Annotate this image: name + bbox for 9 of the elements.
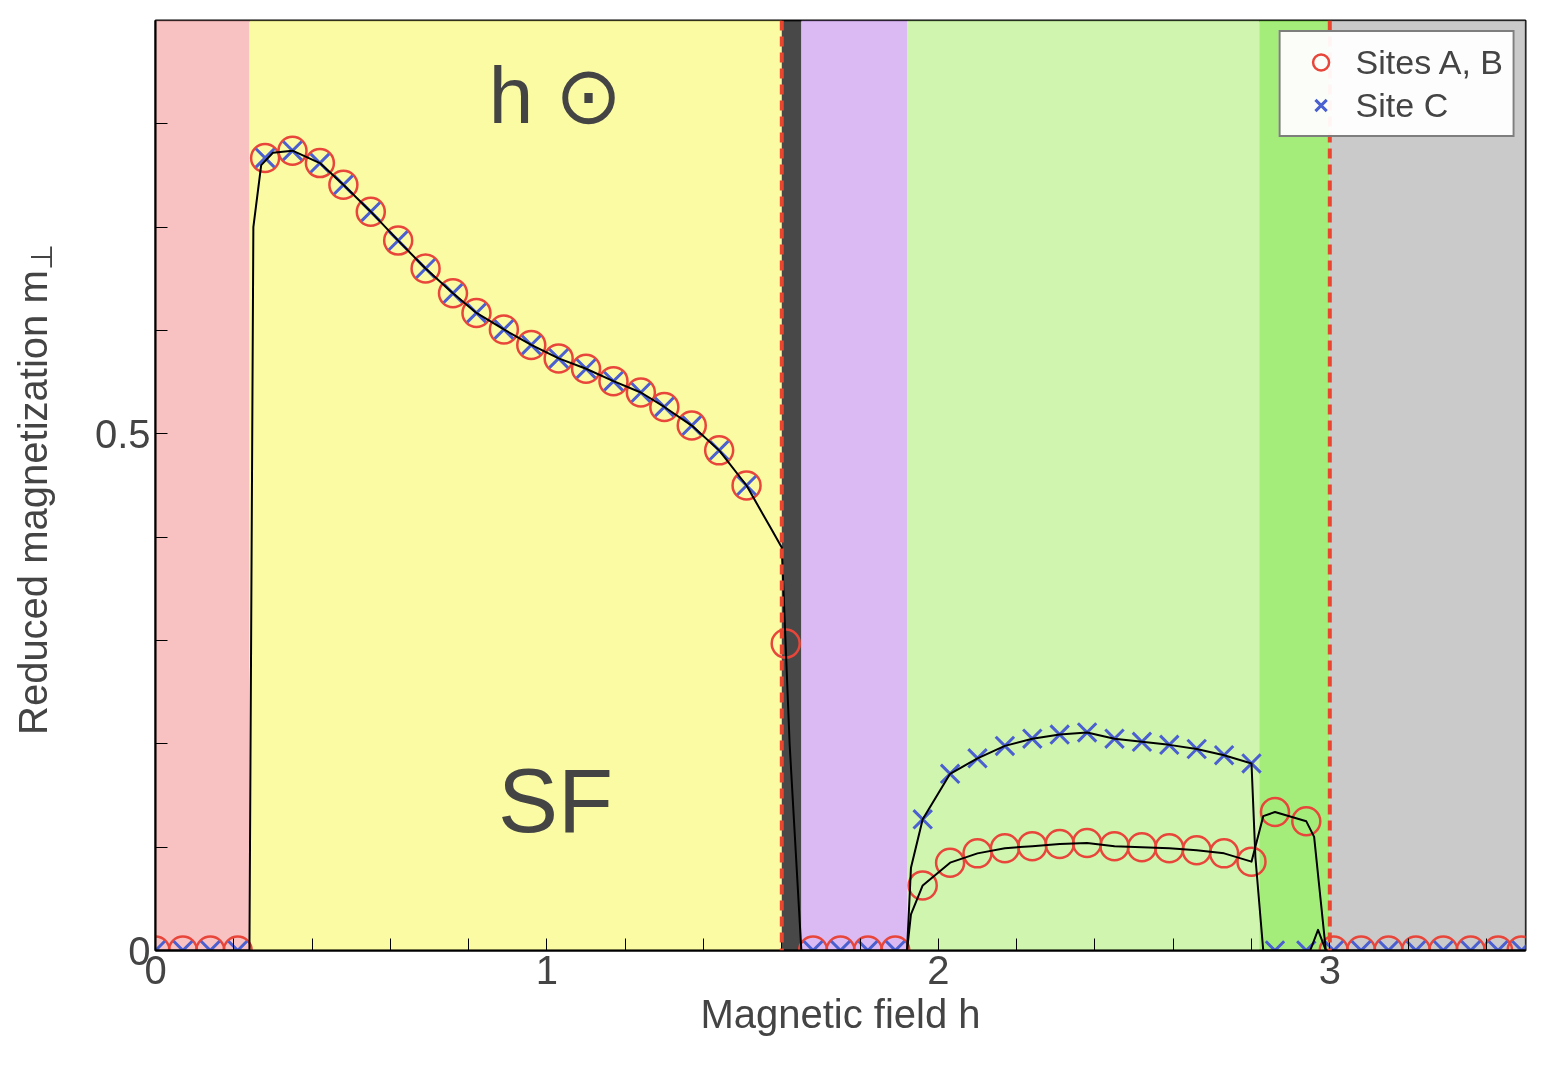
x-axis-title: Magnetic field h xyxy=(700,991,981,1036)
x-tick-label: 1 xyxy=(535,947,559,992)
annotation: h ⊙ xyxy=(488,51,623,140)
legend-label: Site C xyxy=(1355,85,1449,125)
x-tick-label: 3 xyxy=(1318,947,1341,992)
y-tick-label: 0.5 xyxy=(94,411,151,456)
x-tick-label: 2 xyxy=(927,947,950,992)
legend-label: Sites A, B xyxy=(1355,42,1503,82)
annotation: SF xyxy=(498,750,614,851)
